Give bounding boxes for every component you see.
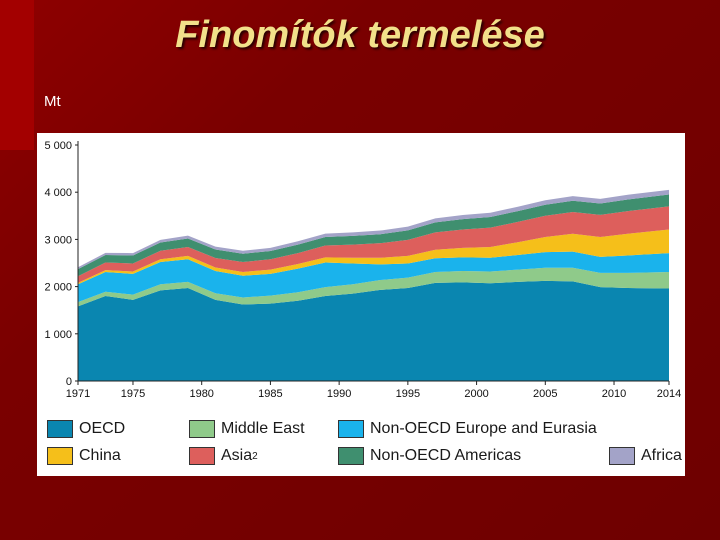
x-tick-label: 1975 xyxy=(121,388,145,400)
legend-item-africa: Africa xyxy=(609,447,682,465)
legend-swatch-non-oecd-europe xyxy=(338,420,364,438)
legend-item-oecd: OECD xyxy=(47,420,125,438)
chart-panel: 0 1 000 2 000 3 000 4 000 5 000 1971 1975 1980 19… xyxy=(37,133,685,476)
x-tick-label: 1985 xyxy=(258,388,282,400)
legend-swatch-china xyxy=(47,447,73,465)
legend-swatch-middle-east xyxy=(189,420,215,438)
legend-item-china: China xyxy=(47,447,121,465)
legend-label-oecd: OECD xyxy=(79,420,126,437)
y-tick-label: 2 000 xyxy=(44,282,72,294)
area-series-china xyxy=(78,229,669,285)
y-tick-label: 3 000 xyxy=(44,234,72,246)
legend-label-middle-east: Middle East xyxy=(221,420,305,437)
legend-label-asia-footnote: 2 xyxy=(252,450,258,462)
x-tick-label: 1990 xyxy=(327,388,351,400)
slide-title: Finomítók termelése xyxy=(175,14,545,56)
y-tick-label: 1 000 xyxy=(44,329,72,341)
legend-label-china: China xyxy=(79,447,121,464)
legend-swatch-non-oecd-americas xyxy=(338,447,364,465)
y-tick-label: 0 xyxy=(66,376,72,388)
legend-label-non-oecd-europe: Non-OECD Europe and Eurasia xyxy=(370,420,597,437)
legend-item-non-oecd-americas: Non-OECD Americas xyxy=(338,447,521,465)
area-series-africa xyxy=(78,189,669,270)
unit-label: Mt xyxy=(44,93,61,110)
legend-label-non-oecd-americas: Non-OECD Americas xyxy=(370,447,522,464)
x-tick-label: 1995 xyxy=(396,388,420,400)
legend-swatch-oecd xyxy=(47,420,73,438)
slide-corner-accent xyxy=(0,0,34,150)
stacked-area-chart: 0 1 000 2 000 3 000 4 000 5 000 1971 1975 1980 19… xyxy=(44,140,681,400)
x-tick-label: 2014 xyxy=(657,388,681,400)
area-series-middle-east xyxy=(78,267,669,307)
legend-label-asia: Asia xyxy=(221,447,253,464)
x-tick-label: 2010 xyxy=(602,388,626,400)
area-series-asia xyxy=(78,206,669,283)
legend-label-africa: Africa xyxy=(641,447,682,464)
area-series-oecd xyxy=(78,280,669,381)
area-series-non-oecd-europe-and-eurasia xyxy=(78,251,669,303)
x-tick-label: 2005 xyxy=(533,388,557,400)
legend-swatch-africa xyxy=(609,447,635,465)
area-series-non-oecd-americas xyxy=(78,194,669,277)
y-tick-label: 4 000 xyxy=(44,187,72,199)
legend-item-asia: Asia 2 xyxy=(189,447,258,465)
x-tick-label: 2000 xyxy=(464,388,488,400)
y-tick-label: 5 000 xyxy=(44,140,72,152)
legend-item-non-oecd-europe: Non-OECD Europe and Eurasia xyxy=(338,420,597,438)
x-tick-label: 1971 xyxy=(66,388,90,400)
legend-swatch-asia xyxy=(189,447,215,465)
x-tick-label: 1980 xyxy=(189,388,213,400)
legend-item-middle-east: Middle East xyxy=(189,420,305,438)
